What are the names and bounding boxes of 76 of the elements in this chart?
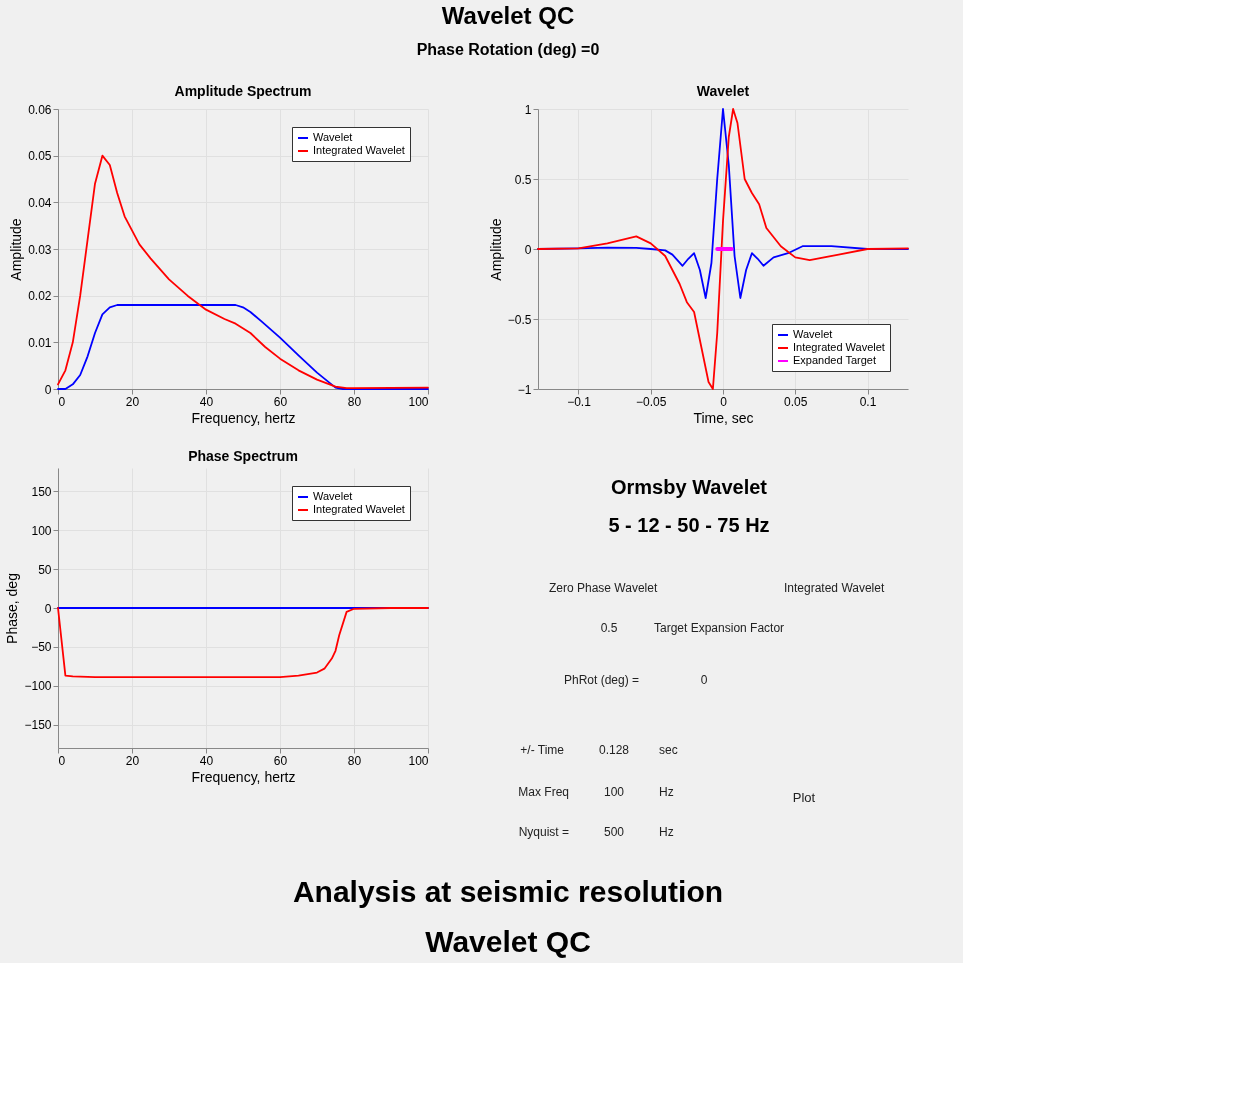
x-tick-label: −0.05 bbox=[636, 394, 667, 409]
y-tick-label: −150 bbox=[24, 718, 52, 733]
x-tick-label: 40 bbox=[199, 394, 214, 409]
y-tick-label: −50 bbox=[31, 640, 52, 655]
y-tick-label: 0.05 bbox=[28, 149, 52, 164]
text: 100 bbox=[603, 785, 625, 799]
x-tick-label: 20 bbox=[125, 394, 140, 409]
x-tick-label: 80 bbox=[347, 394, 362, 409]
y-axis-title: Phase, deg bbox=[4, 573, 21, 644]
y-tick-label: 0.02 bbox=[28, 289, 52, 304]
text: Max Freq bbox=[518, 785, 569, 799]
y-tick-label: 0 bbox=[44, 601, 52, 616]
x-tick-label: 0 bbox=[58, 753, 66, 768]
legend-label: Integrated Wavelet bbox=[313, 503, 405, 515]
x-axis-title: Frequency, hertz bbox=[191, 409, 296, 426]
x-tick-label: 0.05 bbox=[784, 394, 808, 409]
x-tick-label: 40 bbox=[199, 753, 214, 768]
chart-title: Wavelet bbox=[696, 83, 750, 99]
y-tick-label: −0.5 bbox=[507, 312, 532, 327]
y-tick-label: 0.01 bbox=[28, 335, 52, 350]
text: Phase Rotation (deg) =0 bbox=[416, 41, 600, 58]
x-tick-label: 100 bbox=[408, 753, 429, 768]
y-tick-label: 100 bbox=[31, 523, 52, 538]
x-tick-label: 60 bbox=[273, 753, 288, 768]
legend-label: Wavelet bbox=[313, 490, 353, 502]
text: 0 bbox=[700, 673, 708, 687]
text: Analysis at seismic resolution bbox=[292, 875, 724, 908]
legend-label: Wavelet bbox=[313, 131, 353, 143]
y-tick-label: 150 bbox=[31, 484, 52, 499]
y-tick-label: 0.06 bbox=[28, 102, 52, 117]
text: 0.128 bbox=[598, 743, 630, 757]
y-tick-label: −1 bbox=[517, 382, 532, 397]
text: Hz bbox=[659, 785, 674, 799]
text: Zero Phase Wavelet bbox=[549, 581, 658, 595]
x-tick-label: 80 bbox=[347, 753, 362, 768]
x-tick-label: 60 bbox=[273, 394, 288, 409]
y-tick-label: 50 bbox=[38, 562, 52, 577]
x-axis-title: Time, sec bbox=[693, 409, 754, 426]
line-series bbox=[537, 108, 909, 390]
y-axis-title: Amplitude bbox=[8, 218, 25, 281]
text: 500 bbox=[603, 825, 625, 839]
legend-label: Integrated Wavelet bbox=[313, 144, 405, 156]
y-tick-label: 1 bbox=[524, 102, 532, 117]
x-tick-label: 0 bbox=[58, 394, 66, 409]
y-tick-label: 0.04 bbox=[28, 195, 52, 210]
text: Wavelet QC bbox=[425, 925, 591, 958]
x-tick-label: 100 bbox=[408, 394, 429, 409]
text: Integrated Wavelet bbox=[784, 581, 885, 595]
text: Plot bbox=[792, 790, 816, 805]
line-series bbox=[57, 607, 429, 679]
y-tick-label: 0.03 bbox=[28, 242, 52, 257]
chart-title: Amplitude Spectrum bbox=[174, 83, 312, 99]
legend-label: Wavelet bbox=[793, 328, 833, 340]
legend-label: Expanded Target bbox=[793, 354, 876, 366]
x-tick-label: 20 bbox=[125, 753, 140, 768]
text: 0.5 bbox=[600, 621, 618, 635]
text: 5 - 12 - 50 - 75 Hz bbox=[608, 514, 770, 536]
text: +/- Time bbox=[520, 743, 565, 757]
y-tick-label: 0.5 bbox=[514, 172, 532, 187]
legend-label: Integrated Wavelet bbox=[793, 341, 885, 353]
text: sec bbox=[659, 743, 678, 757]
x-tick-label: −0.1 bbox=[567, 394, 592, 409]
x-axis-title: Frequency, hertz bbox=[191, 768, 296, 785]
x-tick-label: 0.1 bbox=[859, 394, 877, 409]
text: PhRot (deg) = bbox=[563, 673, 639, 687]
text: Ormsby Wavelet bbox=[611, 476, 768, 498]
text: Target Expansion Factor bbox=[654, 621, 785, 635]
text: Nyquist = bbox=[518, 825, 569, 839]
y-tick-label: 0 bbox=[44, 382, 52, 397]
chart-title: Phase Spectrum bbox=[188, 448, 298, 464]
y-tick-label: 0 bbox=[524, 242, 532, 257]
text: Hz bbox=[659, 825, 674, 839]
y-axis-title: Amplitude bbox=[487, 218, 504, 281]
y-tick-label: −100 bbox=[24, 679, 52, 694]
x-tick-label: 0 bbox=[720, 394, 728, 409]
text: Wavelet QC bbox=[441, 2, 575, 29]
